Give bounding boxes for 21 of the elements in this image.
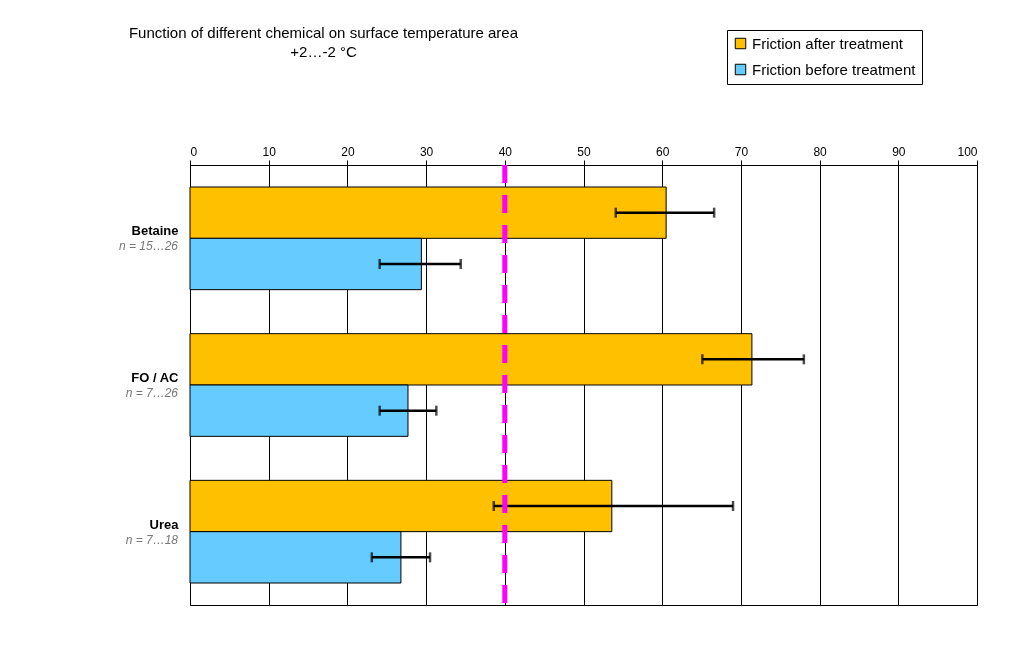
text: n = 15…26 xyxy=(118,239,179,254)
x-tick-label: 90 xyxy=(892,144,906,159)
y-tick-label: Urea xyxy=(149,516,180,532)
x-tick-label: 80 xyxy=(813,144,828,159)
y-tick-label: Betaine xyxy=(131,223,179,239)
legend-label: Friction after treatment xyxy=(752,34,904,52)
x-tick-label: 100 xyxy=(957,144,978,159)
text: n = 7…18 xyxy=(125,532,179,547)
y-tick-label: FO / AC xyxy=(131,370,180,385)
x-tick-label: 40 xyxy=(498,144,513,159)
chart-subtitle: +2…-2 °C xyxy=(290,42,357,60)
chart-title: Function of different chemical on surface temperature area xyxy=(128,23,519,41)
x-tick-label: 20 xyxy=(341,144,355,159)
x-tick-label: 50 xyxy=(577,144,591,159)
x-tick-label: 60 xyxy=(656,144,670,159)
x-tick-label: 0 xyxy=(190,144,198,159)
x-tick-label: 10 xyxy=(262,144,277,159)
x-tick-label: 30 xyxy=(419,144,434,159)
x-tick-label: 70 xyxy=(734,144,749,159)
legend-label: Friction before treatment xyxy=(752,60,917,78)
text: n = 7…26 xyxy=(125,386,179,400)
